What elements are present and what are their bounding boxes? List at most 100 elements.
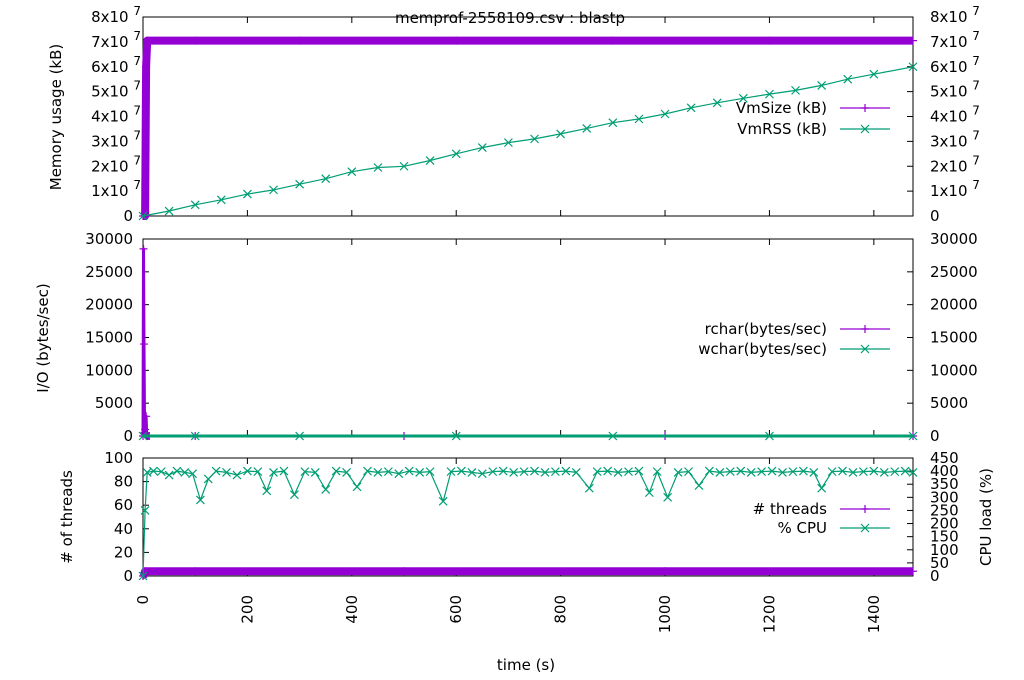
threads-series-point bbox=[909, 567, 917, 576]
io-ytick-label-left: 25000 bbox=[85, 263, 133, 281]
memory-series-point bbox=[242, 189, 252, 199]
time-xtick-label: 1000 bbox=[656, 595, 674, 633]
threads-ytick-label-left: 20 bbox=[114, 543, 133, 561]
memory-series-point bbox=[451, 149, 461, 159]
threads-series-point bbox=[373, 467, 383, 477]
memory-ytick-label-right: 2x10 7 bbox=[930, 153, 980, 175]
memory-series-point bbox=[399, 161, 409, 171]
memory-ytick-label-right: 1x10 7 bbox=[930, 178, 980, 200]
io-series-point bbox=[451, 431, 461, 441]
threads-y2tick-label: 50 bbox=[930, 554, 949, 572]
memory-series-point bbox=[712, 98, 722, 108]
io-series-point bbox=[190, 431, 200, 441]
threads-series-point bbox=[509, 467, 519, 477]
io-ylabel: I/O (bytes/sec) bbox=[34, 283, 52, 392]
memory-ytick-label-left: 2x10 7 bbox=[91, 153, 141, 175]
memory-ytick-label-right: 0 bbox=[930, 207, 940, 225]
threads-series-point bbox=[869, 466, 879, 476]
threads-series-point bbox=[477, 469, 487, 479]
threads-series-point bbox=[232, 470, 242, 480]
threads-series-point bbox=[310, 467, 320, 477]
memory-series-point bbox=[191, 36, 200, 45]
io-series-point bbox=[139, 244, 148, 253]
memory-ytick-label-left: 6x10 7 bbox=[91, 54, 141, 76]
io-legend-marker bbox=[861, 325, 869, 333]
memory-series-point bbox=[909, 36, 917, 45]
cpu-y2label: CPU load (%) bbox=[977, 468, 995, 566]
threads-legend-label: % CPU bbox=[777, 519, 827, 537]
time-xtick-label: 0 bbox=[134, 595, 152, 605]
threads-series-point bbox=[838, 466, 847, 476]
threads-series-point bbox=[817, 483, 827, 493]
threads-series-point bbox=[519, 467, 529, 477]
io-ytick-label-right: 15000 bbox=[930, 329, 978, 347]
memory-series-point bbox=[908, 62, 918, 72]
io-ytick-label-right: 30000 bbox=[930, 230, 978, 248]
threads-series-point bbox=[498, 466, 508, 476]
threads-series-point bbox=[890, 467, 900, 477]
threads-series-point bbox=[848, 467, 858, 477]
memory-series-point bbox=[608, 36, 617, 45]
threads-series-point bbox=[613, 467, 623, 477]
io-series-point bbox=[138, 431, 148, 441]
threads-ytick-label-left: 80 bbox=[114, 473, 133, 491]
threads-series-point bbox=[684, 467, 693, 477]
threads-series-point bbox=[809, 467, 819, 477]
io-ytick-label-left: 10000 bbox=[85, 361, 133, 379]
memory-legend-label: VmRSS (kB) bbox=[737, 120, 827, 138]
io-series-point bbox=[608, 431, 618, 441]
threads-series-point bbox=[592, 467, 602, 477]
memory-series-point bbox=[817, 80, 827, 90]
threads-series-point bbox=[879, 467, 889, 477]
threads-y2tick-label: 300 bbox=[930, 488, 959, 506]
memory-legend-label: VmSize (kB) bbox=[736, 99, 827, 117]
threads-series-point bbox=[715, 467, 725, 477]
memory-series-point bbox=[321, 174, 331, 184]
memory-series-point bbox=[164, 206, 174, 216]
io-ytick-label-left: 0 bbox=[123, 427, 133, 445]
threads-series-point bbox=[321, 485, 331, 494]
threads-series-line bbox=[142, 470, 914, 577]
threads-y2tick-label: 200 bbox=[930, 515, 959, 533]
io-ytick-label-right: 20000 bbox=[930, 296, 978, 314]
threads-series-point bbox=[767, 466, 777, 476]
threads-series-point bbox=[363, 466, 372, 476]
threads-series-point bbox=[661, 567, 670, 576]
threads-series-point bbox=[457, 466, 466, 476]
time-xtick-label: 200 bbox=[238, 595, 256, 624]
threads-series-point bbox=[467, 467, 477, 477]
threads-y2tick-label: 250 bbox=[930, 501, 959, 519]
memory-ytick-label-right: 5x10 7 bbox=[930, 79, 980, 101]
threads-series-point bbox=[404, 466, 414, 476]
threads-series-point bbox=[156, 467, 166, 477]
io-ytick-label-right: 5000 bbox=[930, 394, 968, 412]
threads-series-point bbox=[571, 467, 581, 477]
threads-series-point bbox=[172, 466, 182, 476]
threads-series-point bbox=[383, 467, 393, 477]
memory-series-point bbox=[869, 69, 879, 79]
memory-ytick-label-right: 3x10 7 bbox=[930, 128, 980, 150]
memory-series-point bbox=[843, 74, 853, 84]
io-ytick-label-left: 5000 bbox=[95, 394, 133, 412]
threads-series-point bbox=[331, 466, 341, 476]
threads-series-point bbox=[253, 467, 263, 477]
memory-ytick-label-left: 3x10 7 bbox=[91, 128, 141, 150]
threads-legend-marker bbox=[860, 523, 870, 533]
threads-y2tick-label: 450 bbox=[930, 449, 959, 467]
memory-series-point bbox=[791, 85, 800, 95]
time-xtick-label: 400 bbox=[343, 595, 361, 624]
threads-ytick-label-left: 100 bbox=[104, 449, 133, 467]
time-xtick-label: 600 bbox=[447, 595, 465, 624]
threads-series-point bbox=[858, 467, 868, 477]
memory-series-point bbox=[452, 36, 461, 45]
threads-series-point bbox=[900, 466, 910, 476]
threads-series-point bbox=[827, 467, 837, 477]
io-legend-marker bbox=[860, 344, 870, 354]
threads-series-point bbox=[425, 467, 435, 477]
threads-series-point bbox=[279, 466, 289, 476]
memory-ytick-label-left: 4x10 7 bbox=[91, 104, 141, 126]
threads-legend-label: # threads bbox=[753, 500, 828, 518]
memory-series-point bbox=[347, 167, 357, 177]
